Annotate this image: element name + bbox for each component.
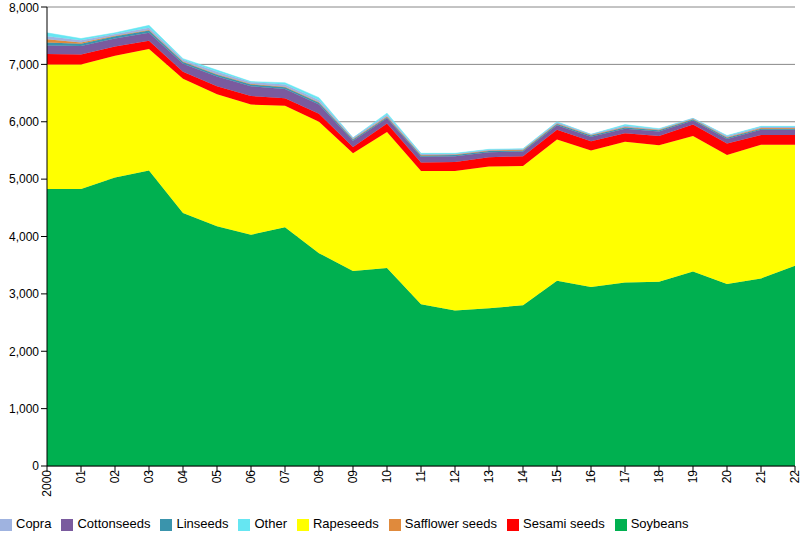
- svg-text:0: 0: [32, 459, 39, 473]
- svg-text:5,000: 5,000: [9, 172, 39, 186]
- svg-text:14: 14: [516, 470, 530, 484]
- svg-text:13: 13: [482, 470, 496, 484]
- html-text:Linseeds: Linseeds: [176, 516, 229, 531]
- html-text:Soybeans: Soybeans: [630, 516, 689, 531]
- svg-text:11: 11: [414, 470, 428, 483]
- svg-text:22: 22: [788, 470, 792, 484]
- svg-text:17: 17: [618, 470, 632, 484]
- svg-text:05: 05: [210, 470, 224, 484]
- html-text:Other: Other: [254, 516, 287, 531]
- svg-text:4,000: 4,000: [9, 230, 39, 244]
- svg-text:6,000: 6,000: [9, 115, 39, 129]
- svg-text:03: 03: [142, 470, 156, 484]
- svg-text:01: 01: [74, 470, 88, 484]
- html-text:Sesami seeds: Sesami seeds: [523, 516, 605, 531]
- svg-text:21: 21: [754, 470, 768, 484]
- svg-text:12: 12: [448, 470, 462, 484]
- svg-text:18: 18: [652, 470, 666, 484]
- svg-text:16: 16: [584, 470, 598, 484]
- svg-text:09: 09: [346, 470, 360, 484]
- svg-text:8,000: 8,000: [9, 1, 39, 15]
- svg-text:07: 07: [278, 470, 292, 484]
- html-text:Safflower seeds: Safflower seeds: [404, 516, 497, 531]
- svg-text:2,000: 2,000: [9, 345, 39, 359]
- svg-text:2000: 2000: [40, 470, 54, 497]
- svg-text:10: 10: [380, 470, 394, 484]
- html-text:Copra: Copra: [16, 516, 52, 531]
- svg-text:15: 15: [550, 470, 564, 484]
- svg-text:20: 20: [720, 470, 734, 484]
- svg-text:3,000: 3,000: [9, 287, 39, 301]
- svg-text:19: 19: [686, 470, 700, 484]
- svg-text:1,000: 1,000: [9, 402, 39, 416]
- svg-text:06: 06: [244, 470, 258, 484]
- svg-text:7,000: 7,000: [9, 58, 39, 72]
- html-text:Rapeseeds: Rapeseeds: [313, 516, 379, 531]
- svg-text:04: 04: [176, 470, 190, 484]
- svg-text:08: 08: [312, 470, 326, 484]
- svg-text:02: 02: [108, 470, 122, 484]
- html-text:Cottonseeds: Cottonseeds: [77, 516, 151, 531]
